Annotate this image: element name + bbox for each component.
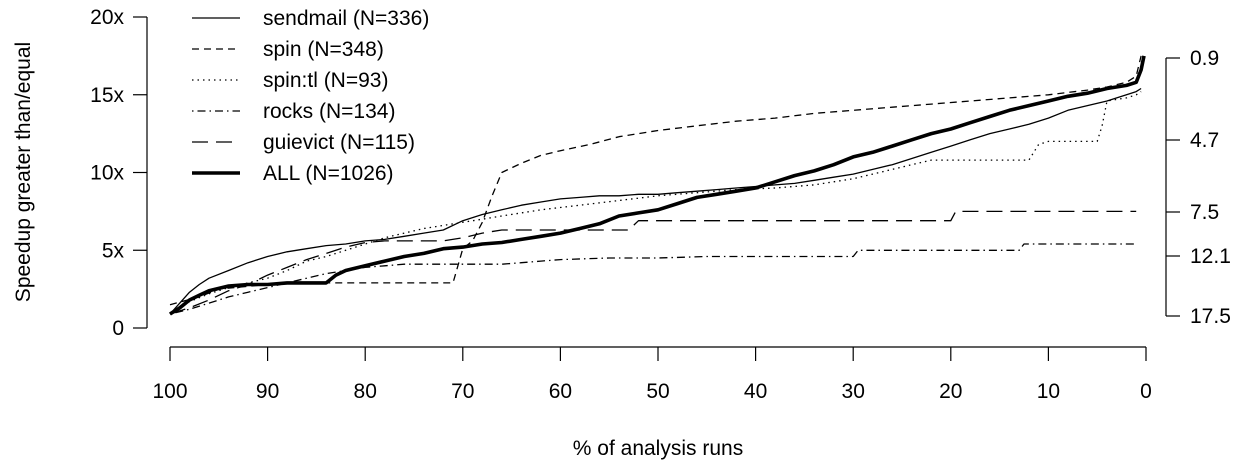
legend-label-3: rocks (N=134) [263, 100, 395, 123]
series-line-5 [169, 55, 1146, 316]
x-tick-label: 10 [1037, 380, 1060, 403]
x-tick-label: 100 [152, 380, 187, 403]
x-tick-label: 20 [939, 380, 962, 403]
y-tick-label: 10x [90, 162, 124, 185]
legend-label-1: spin (N=348) [263, 38, 384, 61]
series-line-1 [169, 55, 1142, 306]
right-tick-label: 0.9 [1190, 47, 1219, 70]
series-lines [169, 55, 1146, 316]
right-tick-label: 4.7 [1190, 129, 1219, 152]
legend-label-4: guievict (N=115) [263, 131, 415, 154]
legend-label-2: spin:tl (N=93) [263, 69, 388, 92]
x-axis-title: % of analysis runs [573, 437, 743, 460]
series-line-0 [169, 87, 1142, 315]
y-tick-label: 5x [102, 239, 125, 262]
right-tick-label: 17.5 [1190, 305, 1231, 328]
x-tick-label: 60 [549, 380, 572, 403]
right-tick-label: 7.5 [1190, 201, 1219, 224]
y-axis-right: 0.9 4.7 7.5 12.1 17.5 [1165, 47, 1231, 328]
y-axis-left: 0 5x 10x 15x 20x Speedup greater than/equal [12, 6, 148, 340]
legend: sendmail (N=336) spin (N=348) spin:tl (N=9… [192, 7, 429, 185]
series-line-3 [169, 243, 1137, 315]
series-line-4 [169, 210, 1137, 315]
x-tick-label: 30 [842, 380, 865, 403]
legend-label-0: sendmail (N=336) [263, 7, 429, 30]
x-tick-label: 40 [744, 380, 767, 403]
y-tick-label: 15x [90, 84, 124, 107]
x-tick-label: 70 [451, 380, 474, 403]
x-tick-label: 0 [1140, 380, 1152, 403]
x-tick-label: 50 [646, 380, 669, 403]
x-tick-label: 90 [256, 380, 279, 403]
y-tick-label: 0 [112, 317, 124, 340]
legend-label-5: ALL (N=1026) [263, 162, 394, 185]
right-tick-label: 12.1 [1190, 245, 1231, 268]
y-tick-label: 20x [90, 6, 124, 29]
x-axis: 100 90 80 70 60 50 40 30 20 10 0 % of analysis run… [152, 346, 1152, 460]
series-line-2 [169, 91, 1142, 315]
y-axis-title: Speedup greater than/equal [12, 42, 35, 302]
x-tick-label: 80 [354, 380, 377, 403]
